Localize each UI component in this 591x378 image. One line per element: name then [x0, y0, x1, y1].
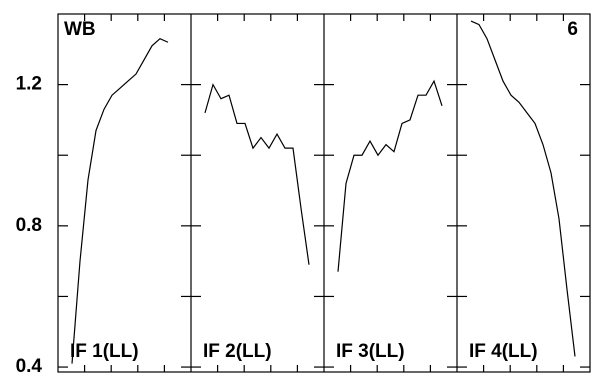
panel-label: IF 1(LL)	[70, 341, 139, 362]
panel-label: IF 4(LL)	[469, 341, 538, 362]
panel-label: IF 3(LL)	[336, 341, 405, 362]
panel-annotation: 6	[567, 19, 578, 40]
data-line	[470, 20, 576, 357]
panel-annotation: WB	[64, 19, 96, 40]
y-tick-label: 0.4	[16, 356, 43, 377]
data-line	[204, 83, 310, 265]
data-line	[337, 79, 443, 272]
y-tick-label: 0.8	[16, 215, 42, 236]
panel-label: IF 2(LL)	[203, 341, 272, 362]
y-tick-label: 1.2	[16, 74, 42, 95]
data-line	[71, 38, 169, 364]
